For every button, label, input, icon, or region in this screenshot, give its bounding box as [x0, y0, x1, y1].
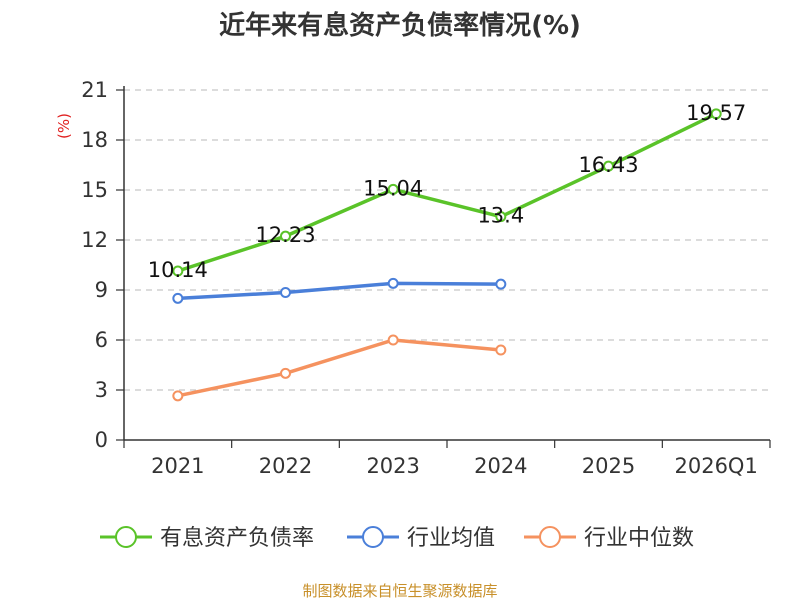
legend-item-industry_avg[interactable]: 行业均值 — [347, 526, 495, 551]
source-note: 制图数据来自恒生聚源数据库 — [302, 582, 497, 600]
legend-marker — [539, 526, 561, 548]
data-point[interactable] — [387, 277, 399, 289]
legend-label: 有息资产负债率 — [160, 526, 314, 551]
data-label: 12.23 — [255, 223, 315, 247]
legend-marker — [115, 526, 137, 548]
y-tick-label: 15 — [81, 178, 108, 202]
data-label: 15.04 — [363, 176, 423, 200]
y-tick-label: 18 — [81, 128, 108, 152]
x-tick-labels: 2021 2022 2023 2024 2025 2026Q1 — [151, 454, 758, 478]
y-tick-label: 3 — [95, 378, 108, 402]
data-point[interactable] — [280, 230, 291, 242]
x-tick-label: 2024 — [474, 454, 527, 478]
series-line — [177, 281, 501, 301]
data-label: 16.43 — [578, 153, 638, 177]
series-layer — [172, 108, 722, 402]
chart-title: 近年来有息资产负债率情况(%) — [219, 10, 581, 41]
data-point[interactable] — [710, 108, 722, 120]
legend-item-industry_median[interactable]: 行业中位数 — [524, 526, 694, 551]
data-point[interactable] — [172, 292, 184, 304]
legend-item-debt_ratio[interactable]: 有息资产负债率 — [100, 526, 314, 551]
data-point[interactable] — [495, 344, 507, 356]
y-tick-label: 12 — [81, 228, 108, 252]
data-labels: 10.14 12.23 15.04 13.4 16.43 19.57 — [148, 101, 746, 282]
x-tick-label: 2022 — [259, 454, 312, 478]
legend-label: 行业中位数 — [584, 526, 694, 551]
x-tick-label: 2023 — [366, 454, 419, 478]
data-point[interactable] — [495, 211, 507, 223]
y-tick-label: 9 — [95, 278, 108, 302]
axes — [116, 86, 771, 448]
x-tick-label: 2026Q1 — [674, 454, 757, 478]
data-point[interactable] — [387, 334, 399, 346]
legend[interactable]: 有息资产负债率 行业均值 行业中位数 — [100, 526, 694, 551]
data-label: 13.4 — [477, 204, 524, 228]
data-point[interactable] — [280, 367, 291, 379]
y-tick-label: 21 — [81, 78, 108, 102]
data-point[interactable] — [172, 265, 184, 277]
y-tick-labels: 0 3 6 9 12 15 18 21 — [81, 78, 108, 452]
legend-marker — [362, 526, 384, 548]
series-industry_median — [172, 334, 507, 402]
data-point[interactable] — [387, 183, 399, 195]
data-point[interactable] — [495, 278, 507, 290]
x-tick-label: 2025 — [582, 454, 635, 478]
y-axis-label: (%) — [55, 113, 73, 139]
legend-label: 行业均值 — [407, 526, 495, 551]
x-tick-label: 2021 — [151, 454, 204, 478]
series-industry_avg — [172, 277, 507, 304]
series-line — [177, 338, 501, 398]
data-label: 19.57 — [686, 101, 746, 125]
y-tick-label: 0 — [95, 428, 108, 452]
y-tick-label: 6 — [95, 328, 108, 352]
data-point[interactable] — [280, 287, 291, 298]
series-debt_ratio — [172, 108, 722, 277]
data-point[interactable] — [603, 160, 614, 172]
data-label: 10.14 — [148, 258, 208, 282]
grid-lines — [124, 89, 770, 391]
series-line — [177, 112, 717, 273]
data-point[interactable] — [172, 390, 184, 402]
